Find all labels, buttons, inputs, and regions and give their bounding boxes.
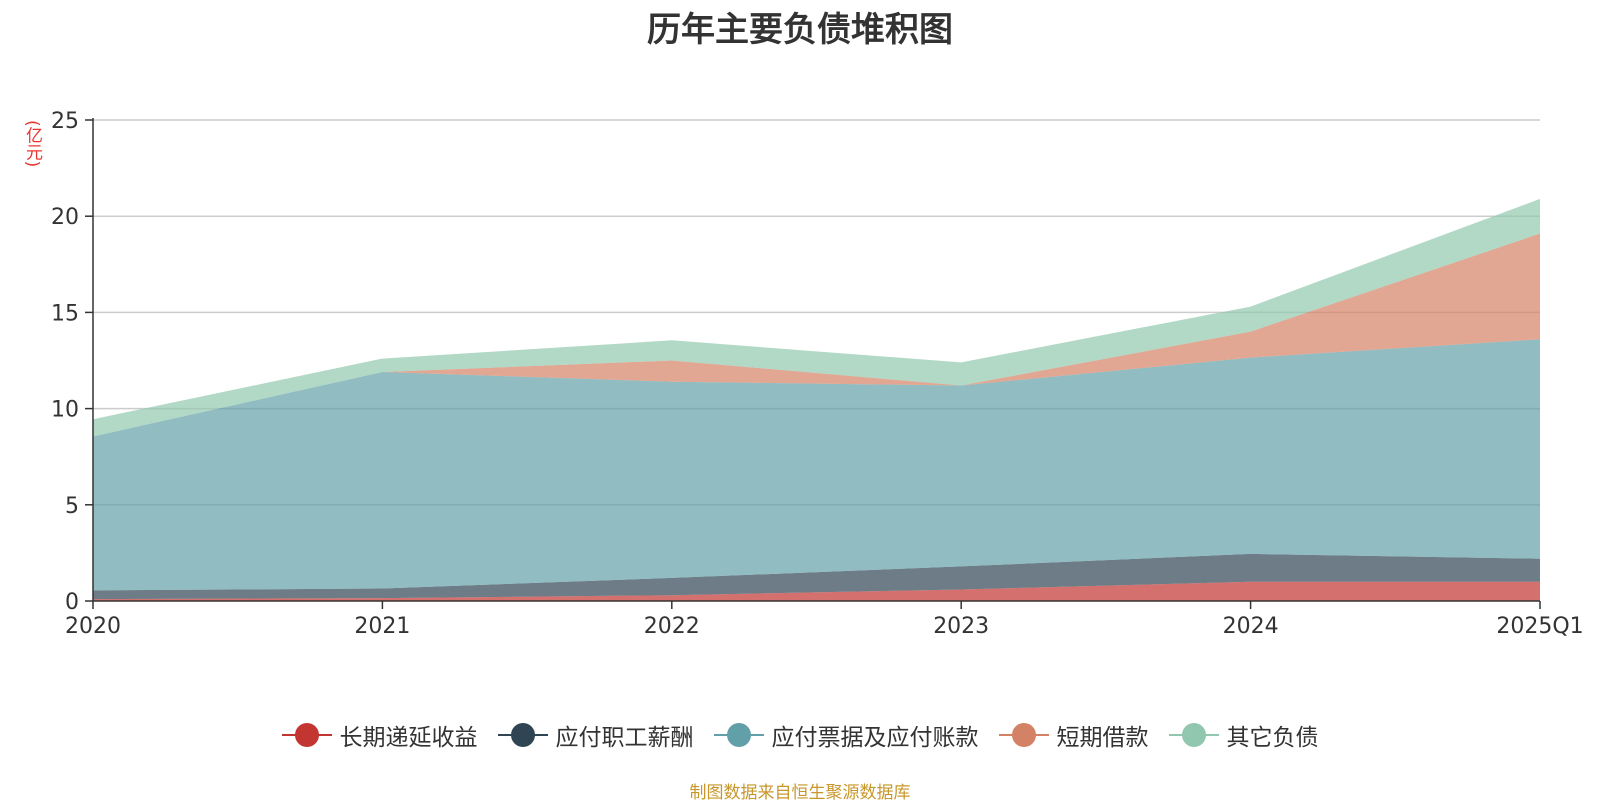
legend-item-employee-payables[interactable]: 应付职工薪酬 — [497, 718, 694, 752]
x-tick-label: 2020 — [65, 614, 121, 639]
legend-item-notes-and-accounts-payable[interactable]: 应付票据及应付账款 — [713, 718, 979, 752]
legend-item-other-liabilities[interactable]: 其它负债 — [1168, 718, 1319, 752]
chart-title: 历年主要负债堆积图 — [647, 10, 953, 50]
legend-item-long-term-deferred-income[interactable]: 长期递延收益 — [281, 718, 478, 752]
x-tick-label: 2024 — [1223, 614, 1279, 639]
legend-label: 应付票据及应付账款 — [771, 725, 979, 751]
legend-marker-icon — [713, 722, 764, 748]
legend-marker-icon — [497, 722, 548, 748]
y-tick-label: 5 — [65, 494, 79, 519]
y-tick-label: 25 — [51, 109, 79, 134]
area-series-4 — [93, 198, 1540, 437]
legend-marker-icon — [998, 722, 1049, 748]
legend-marker-icon — [281, 722, 332, 748]
legend-label: 短期借款 — [1056, 725, 1149, 751]
y-tick-label: 0 — [65, 590, 79, 615]
x-tick-label: 2025Q1 — [1496, 614, 1583, 639]
chart-legend: 长期递延收益 应付职工薪酬 应付票据及应付账款 短期借款 其它负债 — [0, 718, 1600, 752]
legend-marker-icon — [1168, 722, 1219, 748]
y-tick-label: 20 — [51, 205, 79, 230]
legend-label: 应付职工薪酬 — [555, 725, 694, 751]
area-series-3 — [93, 233, 1540, 437]
legend-label: 其它负债 — [1226, 725, 1319, 751]
x-tick-label: 2021 — [354, 614, 410, 639]
y-axis-unit-label: (亿元) — [22, 120, 42, 168]
legend-item-short-term-borrowings[interactable]: 短期借款 — [998, 718, 1149, 752]
x-tick-label: 2022 — [644, 614, 700, 639]
y-tick-label: 10 — [51, 398, 79, 423]
area-series-1 — [93, 553, 1540, 600]
y-tick-label: 15 — [51, 301, 79, 326]
legend-label: 长期递延收益 — [339, 725, 478, 751]
x-tick-label: 2023 — [933, 614, 989, 639]
area-series-0 — [93, 581, 1540, 601]
area-series-2 — [93, 339, 1540, 591]
data-source-note: 制图数据来自恒生聚源数据库 — [689, 783, 911, 803]
